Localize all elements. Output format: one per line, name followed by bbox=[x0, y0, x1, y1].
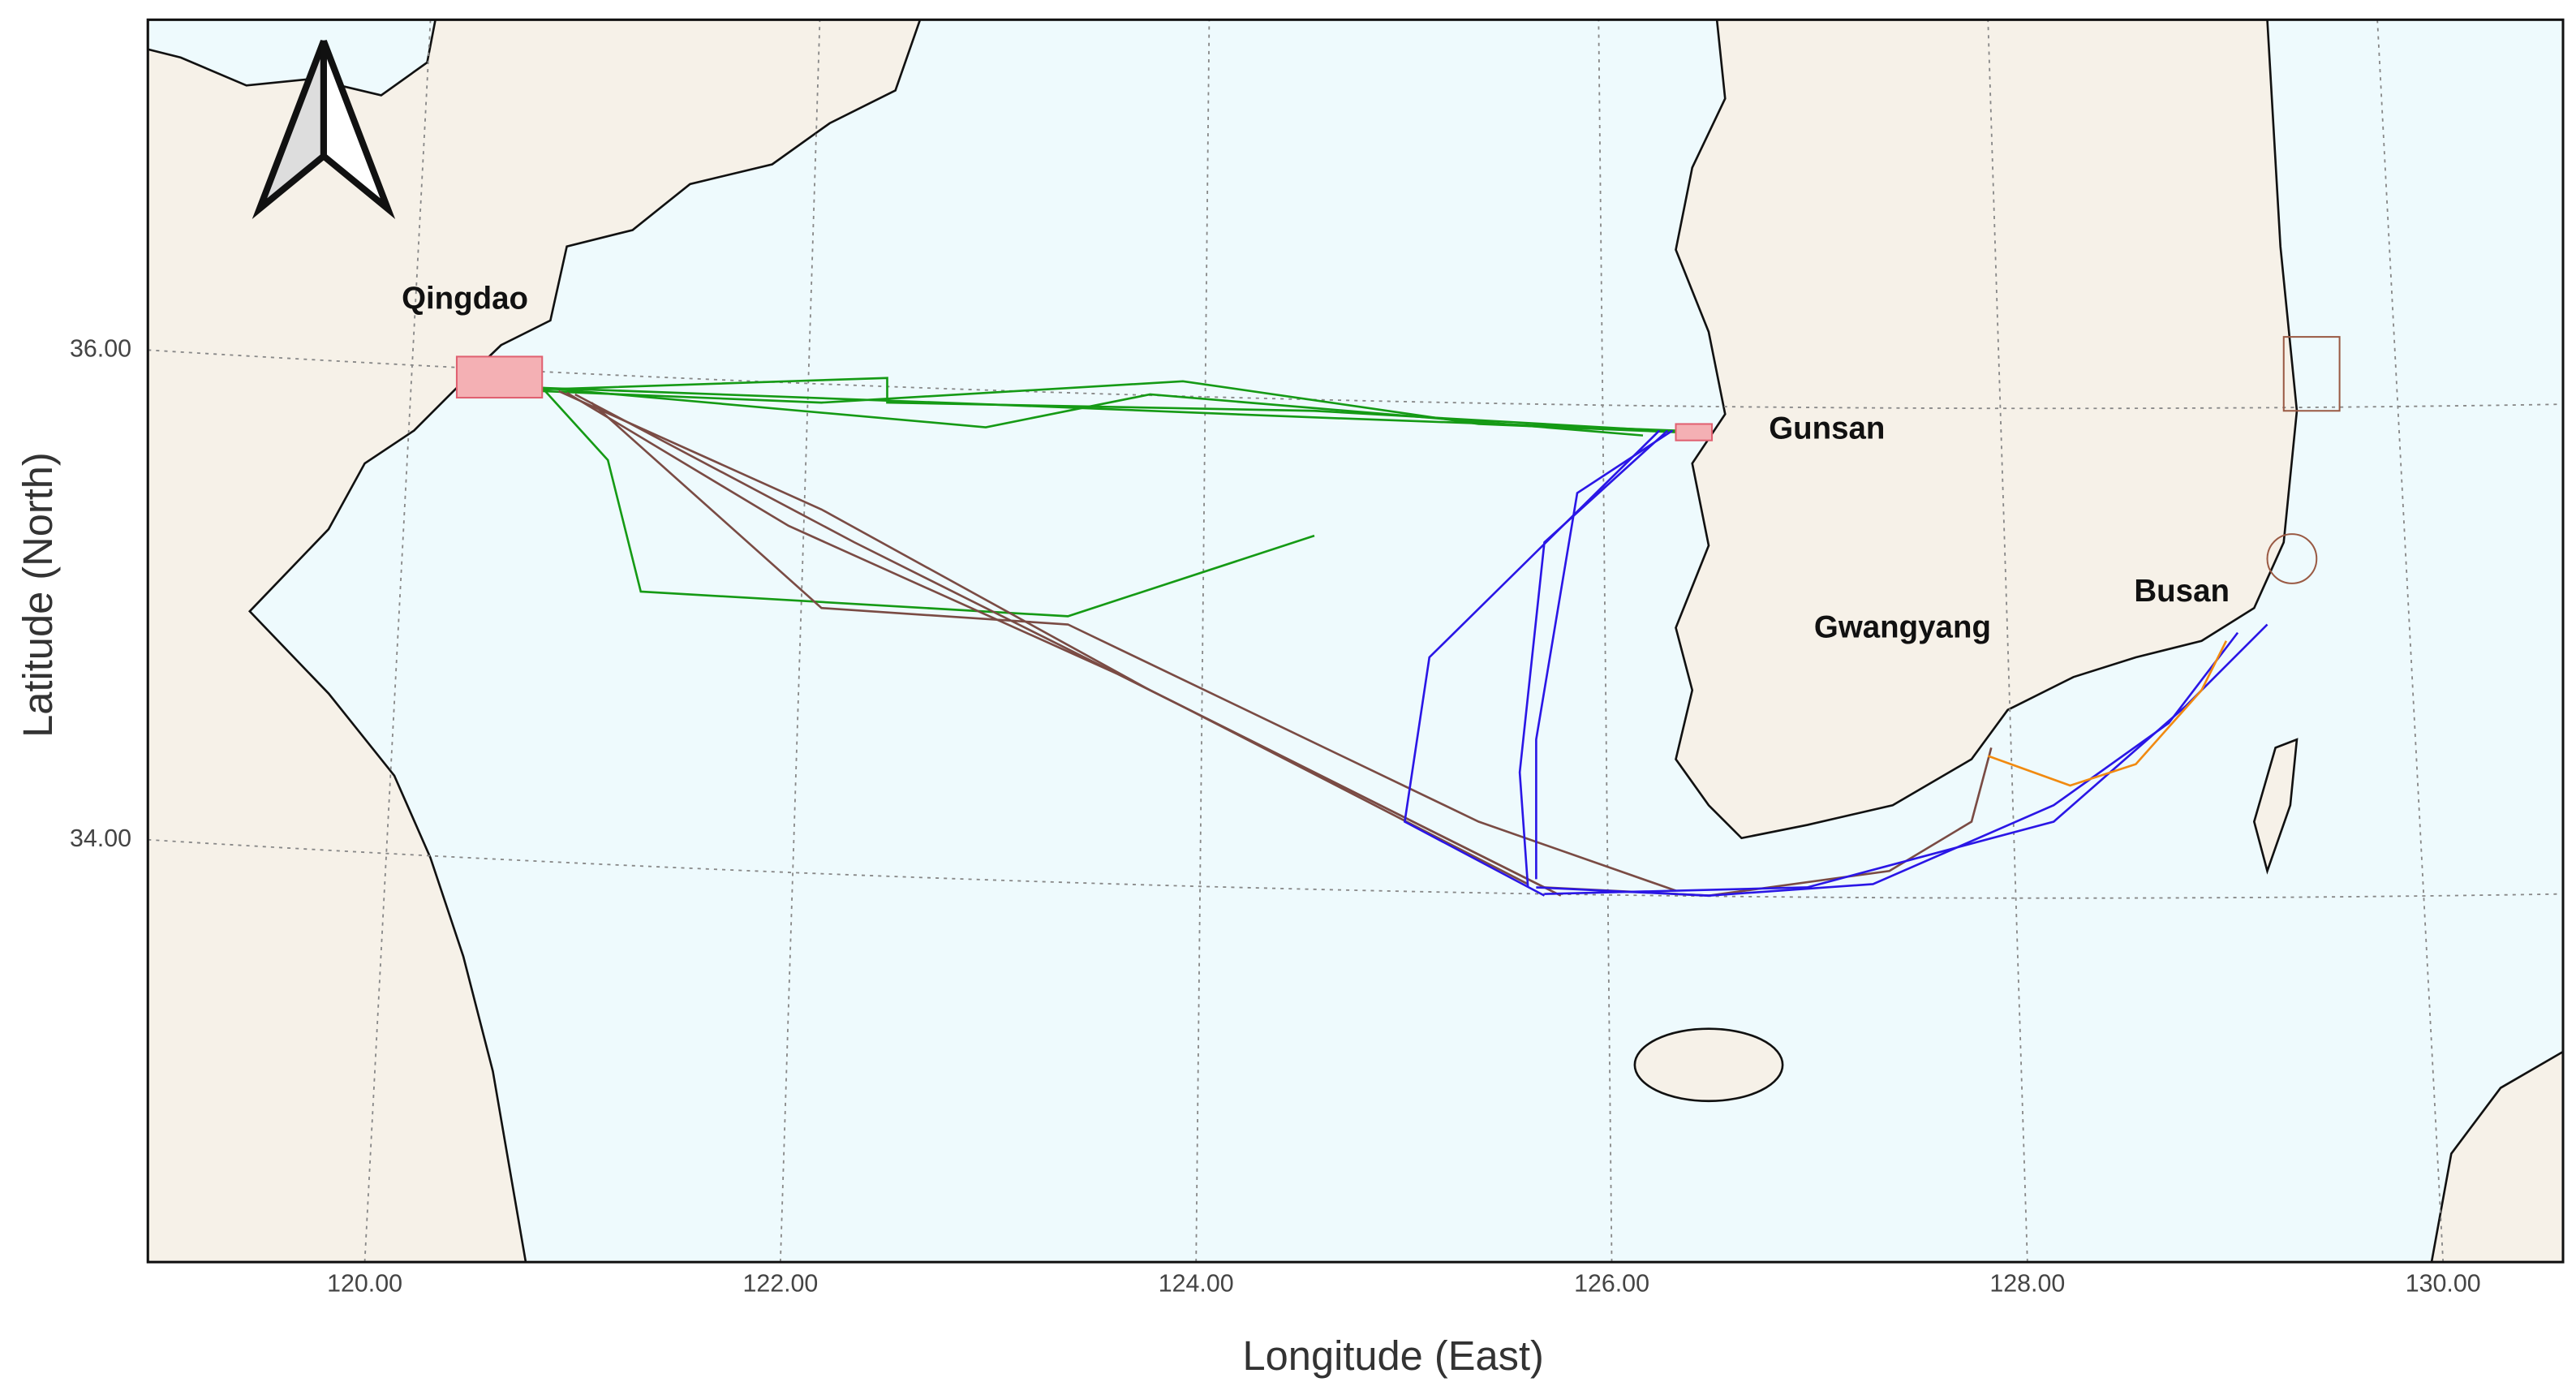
map-body: Longitude (East) Latitude (North) 120.00… bbox=[15, 18, 2565, 1379]
tsushima bbox=[2252, 738, 2299, 875]
track-green bbox=[542, 386, 1644, 437]
place-label: Gwangyang bbox=[1814, 610, 1991, 645]
x-tick-label: 120.00 bbox=[327, 1271, 402, 1298]
track-green bbox=[541, 387, 1315, 618]
place-label: Gunsan bbox=[1769, 411, 1885, 446]
track-blue bbox=[1535, 429, 1674, 880]
track-blue bbox=[1544, 623, 2269, 895]
track-brown bbox=[591, 402, 1676, 892]
grid-line bbox=[1987, 19, 2028, 1263]
track-brown bbox=[574, 393, 1529, 885]
korea-land bbox=[1675, 18, 2299, 840]
zone bbox=[2282, 336, 2341, 412]
y-tick-label: 36.00 bbox=[70, 335, 131, 362]
track-orange bbox=[1987, 640, 2228, 787]
graticule bbox=[148, 19, 2564, 1263]
track-brown bbox=[566, 391, 1562, 897]
track-blue bbox=[1518, 429, 1669, 888]
grid-line bbox=[363, 19, 432, 1263]
zone bbox=[2266, 533, 2318, 584]
x-tick-label: 126.00 bbox=[1574, 1271, 1649, 1298]
jeju-island bbox=[1633, 1027, 1784, 1103]
x-tick-label: 122.00 bbox=[742, 1271, 818, 1298]
place-label: Busan bbox=[2134, 574, 2230, 609]
grid-line bbox=[779, 19, 821, 1263]
grid-line bbox=[2376, 19, 2445, 1263]
china-land bbox=[146, 18, 922, 1264]
grid-line bbox=[148, 349, 2564, 410]
grid-line bbox=[1195, 19, 1211, 1263]
place-label: Qingdao bbox=[402, 282, 528, 316]
x-tick-label: 124.00 bbox=[1159, 1271, 1234, 1298]
north-arrow bbox=[252, 40, 396, 219]
x-tick-label: 128.00 bbox=[1989, 1271, 2065, 1298]
y-axis-title: Latitude (North) bbox=[15, 452, 61, 738]
track-blue bbox=[1403, 429, 1661, 897]
gunsan-port bbox=[1675, 423, 1714, 441]
frame bbox=[146, 18, 2565, 1264]
y-tick-label: 34.00 bbox=[70, 825, 131, 852]
grid-line bbox=[1598, 19, 1613, 1263]
grid-line bbox=[148, 838, 2564, 899]
qingdao-port bbox=[455, 355, 544, 399]
x-tick-label: 130.00 bbox=[2406, 1271, 2481, 1298]
tracks bbox=[455, 336, 2341, 897]
x-axis-title: Longitude (East) bbox=[1243, 1333, 1544, 1379]
